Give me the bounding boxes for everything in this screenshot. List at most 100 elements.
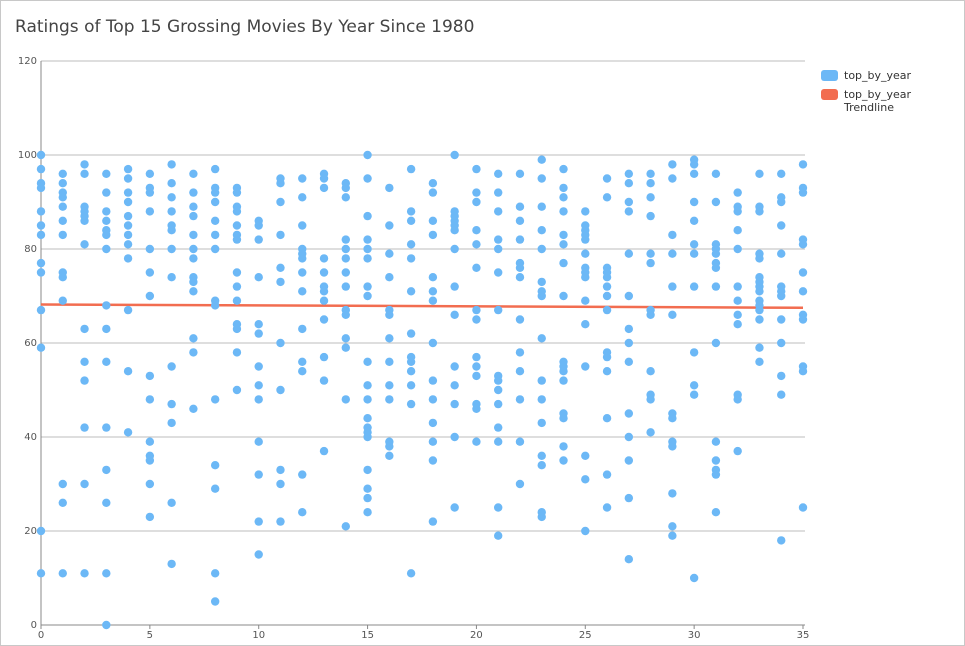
data-point[interactable]: [472, 362, 481, 371]
data-point[interactable]: [733, 310, 742, 319]
data-point[interactable]: [102, 244, 111, 254]
data-point[interactable]: [602, 305, 612, 315]
data-point[interactable]: [385, 357, 394, 366]
data-point[interactable]: [602, 193, 612, 202]
data-point[interactable]: [733, 296, 742, 305]
data-point[interactable]: [145, 244, 155, 254]
data-point[interactable]: [298, 470, 307, 479]
data-point[interactable]: [102, 569, 111, 578]
data-point[interactable]: [341, 310, 350, 319]
data-point[interactable]: [494, 376, 503, 385]
data-point[interactable]: [428, 376, 438, 385]
data-point[interactable]: [254, 550, 263, 559]
data-point[interactable]: [406, 207, 416, 216]
data-point[interactable]: [733, 282, 742, 291]
data-point[interactable]: [363, 493, 372, 503]
data-point[interactable]: [646, 395, 655, 404]
data-point[interactable]: [755, 357, 764, 366]
data-point[interactable]: [341, 395, 350, 404]
data-point[interactable]: [363, 357, 372, 366]
data-point[interactable]: [689, 390, 699, 399]
data-point[interactable]: [602, 352, 612, 362]
data-point[interactable]: [406, 254, 416, 263]
data-point[interactable]: [145, 371, 155, 381]
data-point[interactable]: [450, 150, 459, 160]
data-point[interactable]: [385, 221, 394, 230]
data-point[interactable]: [668, 160, 677, 169]
data-point[interactable]: [254, 470, 263, 479]
data-point[interactable]: [559, 442, 568, 451]
data-point[interactable]: [450, 399, 459, 409]
data-point[interactable]: [537, 395, 546, 404]
data-point[interactable]: [777, 536, 786, 545]
data-point[interactable]: [363, 484, 372, 493]
data-point[interactable]: [102, 188, 111, 197]
data-point[interactable]: [102, 230, 111, 240]
data-point[interactable]: [537, 244, 546, 254]
data-point[interactable]: [232, 348, 242, 357]
data-point[interactable]: [537, 451, 546, 460]
data-point[interactable]: [472, 226, 481, 235]
data-point[interactable]: [123, 428, 133, 437]
data-point[interactable]: [298, 193, 307, 202]
data-point[interactable]: [189, 230, 198, 240]
data-point[interactable]: [494, 268, 503, 277]
data-point[interactable]: [515, 367, 525, 376]
data-point[interactable]: [733, 188, 742, 197]
data-point[interactable]: [450, 432, 459, 442]
data-point[interactable]: [559, 240, 568, 249]
data-point[interactable]: [341, 343, 350, 352]
data-point[interactable]: [581, 207, 590, 216]
data-point[interactable]: [689, 240, 699, 249]
data-point[interactable]: [494, 531, 503, 540]
data-point[interactable]: [689, 197, 699, 207]
data-point[interactable]: [189, 202, 198, 211]
data-point[interactable]: [537, 418, 546, 428]
data-point[interactable]: [689, 348, 699, 357]
data-point[interactable]: [123, 211, 133, 221]
data-point[interactable]: [581, 526, 590, 536]
data-point[interactable]: [319, 352, 329, 362]
legend-item-top-by-year[interactable]: top_by_year: [821, 69, 924, 82]
data-point[interactable]: [428, 179, 438, 188]
data-point[interactable]: [515, 395, 525, 404]
data-point[interactable]: [363, 465, 372, 475]
data-point[interactable]: [494, 503, 503, 512]
data-point[interactable]: [428, 273, 438, 282]
data-point[interactable]: [581, 362, 590, 371]
data-point[interactable]: [494, 385, 503, 395]
data-point[interactable]: [602, 282, 612, 291]
data-point[interactable]: [733, 446, 742, 456]
data-point[interactable]: [515, 437, 525, 446]
data-point[interactable]: [254, 235, 263, 244]
data-point[interactable]: [537, 277, 546, 287]
data-point[interactable]: [80, 160, 89, 169]
data-point[interactable]: [472, 371, 481, 381]
data-point[interactable]: [363, 414, 372, 423]
data-point[interactable]: [711, 437, 721, 446]
data-point[interactable]: [668, 174, 677, 183]
data-point[interactable]: [450, 362, 459, 371]
data-point[interactable]: [559, 230, 568, 240]
data-point[interactable]: [406, 164, 416, 174]
data-point[interactable]: [777, 371, 786, 381]
data-point[interactable]: [428, 188, 438, 197]
data-point[interactable]: [602, 291, 612, 301]
data-point[interactable]: [189, 334, 198, 343]
data-point[interactable]: [167, 244, 176, 254]
data-point[interactable]: [428, 230, 438, 240]
data-point[interactable]: [254, 395, 263, 404]
data-point[interactable]: [602, 174, 612, 183]
data-point[interactable]: [777, 338, 786, 348]
data-point[interactable]: [123, 164, 133, 174]
data-point[interactable]: [646, 367, 655, 376]
data-point[interactable]: [36, 207, 46, 216]
data-point[interactable]: [298, 268, 307, 277]
data-point[interactable]: [80, 169, 89, 178]
data-point[interactable]: [472, 240, 481, 249]
data-point[interactable]: [646, 193, 655, 202]
data-point[interactable]: [80, 216, 89, 225]
data-point[interactable]: [58, 202, 67, 211]
data-point[interactable]: [668, 230, 677, 240]
data-point[interactable]: [276, 230, 285, 240]
